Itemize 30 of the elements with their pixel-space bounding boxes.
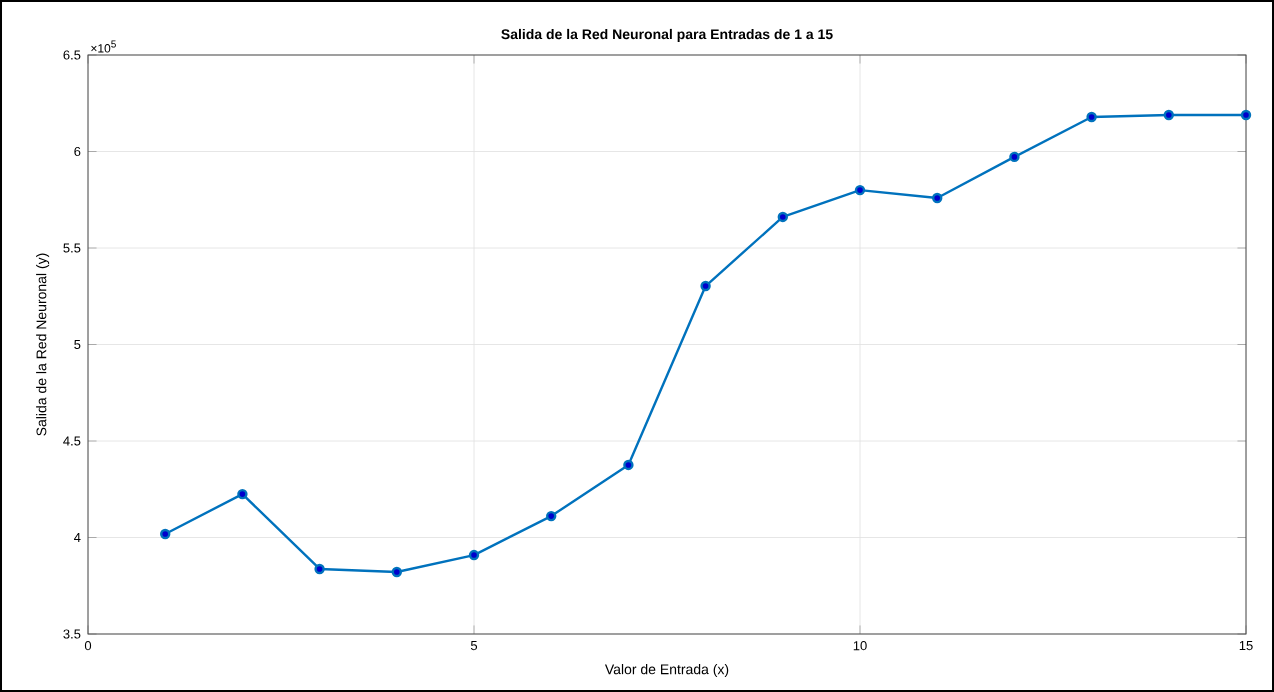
- point: [468, 549, 480, 561]
- x-tick-label: 10: [853, 641, 867, 651]
- point: [1009, 151, 1020, 163]
- y-tick-label: 5: [74, 339, 81, 350]
- y-tick-label: 6.5: [63, 50, 81, 60]
- y-tick-label: 4: [74, 533, 81, 542]
- x-tick-label: 15: [1239, 641, 1253, 651]
- point: [546, 510, 557, 522]
- x-tick-label: 0: [84, 641, 92, 651]
- point: [700, 280, 711, 292]
- point: [623, 459, 634, 471]
- point: [854, 184, 866, 196]
- point: [160, 528, 171, 540]
- y-tick-label: 4.5: [63, 436, 81, 446]
- chart-title: Salida de la Red Neuronal para Entradas de 1 a 15: [501, 28, 833, 42]
- point: [237, 488, 248, 500]
- text: ×10$^{5}$: [91, 40, 116, 53]
- x-tick-label: 5: [470, 641, 478, 651]
- point: [1086, 111, 1097, 123]
- y-tick-label: 6: [74, 146, 81, 157]
- point: [1240, 109, 1252, 121]
- point: [777, 211, 789, 223]
- point: [314, 563, 325, 575]
- y-tick-label: 5.5: [63, 243, 81, 253]
- y-axis-title: Salida de la Red Neuronal (y): [36, 253, 50, 436]
- point: [391, 566, 402, 578]
- y-tick-label: 3.5: [63, 629, 81, 639]
- point: [1163, 109, 1175, 121]
- x-axis-title: Valor de Entrada (x): [604, 664, 729, 678]
- point: [932, 192, 943, 204]
